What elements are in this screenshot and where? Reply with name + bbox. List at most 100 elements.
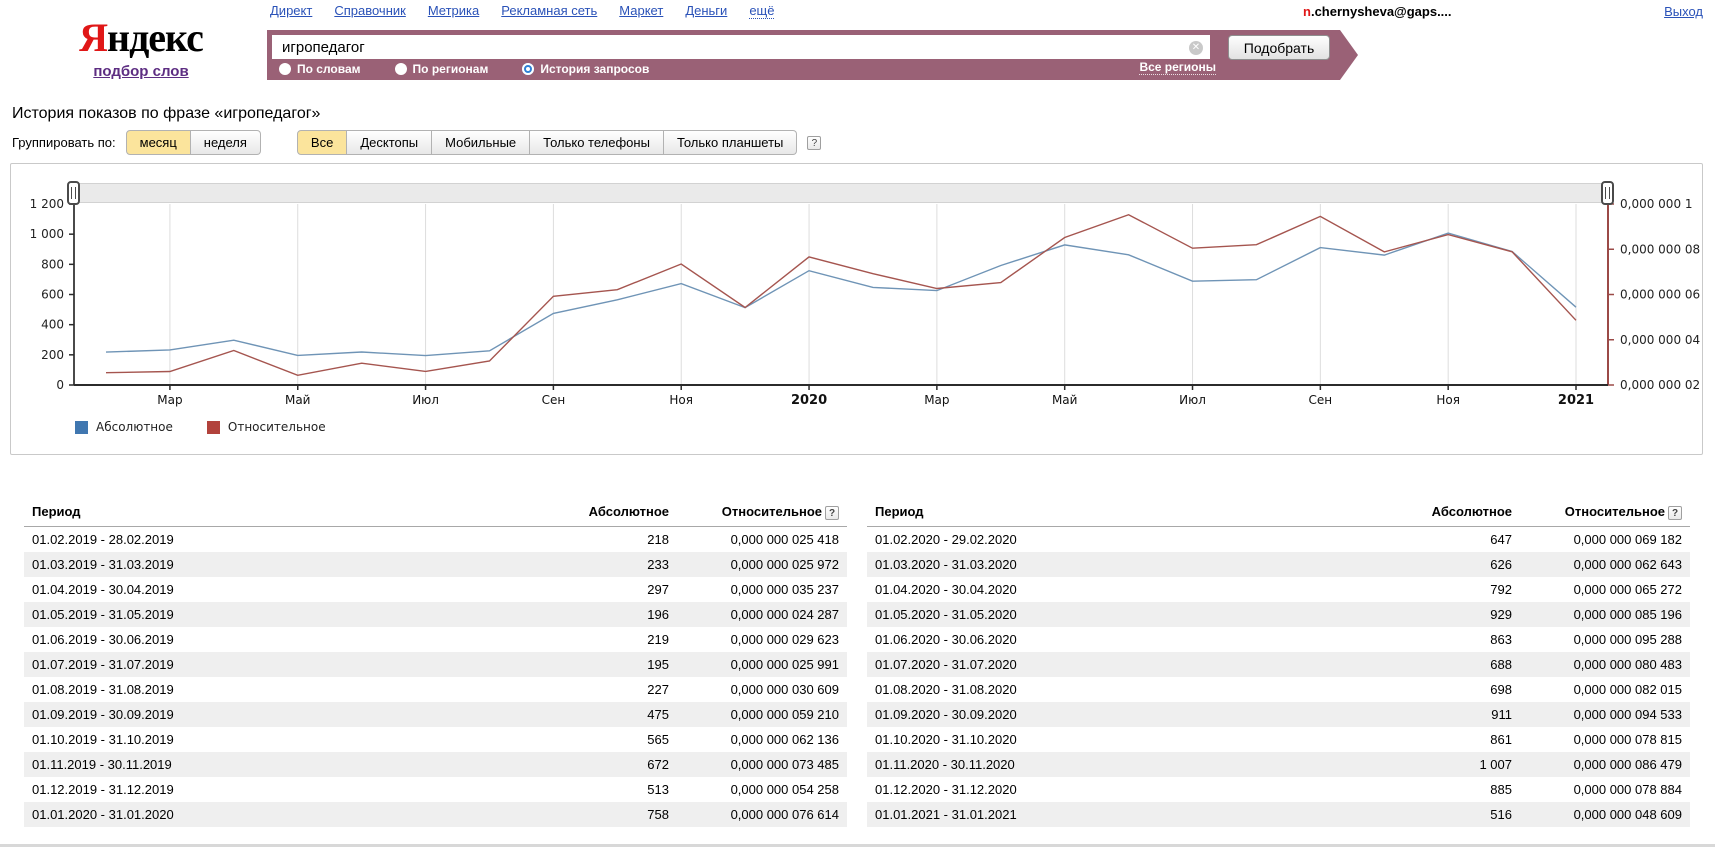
cell-period: 01.06.2020 - 30.06.2020 — [875, 631, 1017, 647]
search-mode-3[interactable]: История запросов — [522, 62, 649, 76]
right-tick-label: 0,000 000 06 — [1620, 288, 1700, 302]
nav-link-1[interactable]: Директ — [270, 3, 313, 18]
table-row: 01.03.2020 - 31.03.2020 626 0,000 000 062 … — [867, 551, 1690, 577]
left-tick-label: 200 — [41, 348, 64, 362]
cell-period: 01.12.2019 - 31.12.2019 — [32, 781, 174, 797]
search-mode-1[interactable]: По словам — [279, 62, 361, 76]
left-tick-label: 400 — [41, 318, 64, 332]
relative-help-icon[interactable]: ? — [825, 505, 839, 520]
submit-button[interactable]: Подобрать — [1228, 35, 1330, 60]
search-mode-2[interactable]: По регионам — [394, 62, 488, 76]
wordstat-home-link[interactable]: подбор слов — [93, 63, 189, 80]
cell-relative: 0,000 000 025 972 — [730, 556, 839, 572]
cell-absolute: 647 — [1490, 531, 1512, 547]
cell-absolute: 672 — [647, 756, 669, 772]
page-title: История показов по фразе «игропедагог» — [12, 105, 321, 122]
table-header-row: Период Абсолютное Относительное? — [24, 498, 847, 527]
cell-absolute: 513 — [647, 781, 669, 797]
cell-relative: 0,000 000 025 418 — [730, 531, 839, 547]
cell-relative: 0,000 000 035 237 — [730, 581, 839, 597]
x-tick-label: Мар — [157, 393, 182, 407]
x-tick-label: Мар — [924, 393, 949, 407]
device-tab-2[interactable]: Десктопы — [347, 130, 433, 155]
table-row: 01.01.2020 - 31.01.2020 758 0,000 000 076 … — [24, 801, 847, 827]
table-row: 01.08.2020 - 31.08.2020 698 0,000 000 082 … — [867, 677, 1690, 702]
cell-absolute: 863 — [1490, 631, 1512, 647]
table-row: 01.10.2019 - 31.10.2019 565 0,000 000 062 … — [24, 727, 847, 752]
cell-absolute: 758 — [647, 806, 669, 822]
radio-unselected-icon — [394, 63, 407, 75]
controls-bar: Группировать по: месяц неделя Все Десктопы… — [12, 130, 822, 155]
x-tick-label: Май — [1052, 393, 1078, 407]
cell-relative: 0,000 000 048 609 — [1573, 806, 1682, 822]
nav-link-6[interactable]: Деньги — [685, 3, 728, 18]
table-row: 01.04.2020 - 30.04.2020 792 0,000 000 065 … — [867, 577, 1690, 602]
cell-relative: 0,000 000 025 991 — [730, 656, 839, 672]
cell-period: 01.10.2020 - 31.10.2020 — [875, 731, 1017, 747]
cell-period: 01.11.2020 - 30.11.2020 — [875, 756, 1015, 772]
logout-link[interactable]: Выход — [1664, 4, 1703, 19]
nav-link-4[interactable]: Рекламная сеть — [501, 3, 598, 18]
yandex-logo-rest: ндекс — [107, 15, 204, 60]
cell-relative: 0,000 000 078 884 — [1573, 781, 1682, 797]
device-tab-3[interactable]: Мобильные — [432, 130, 531, 155]
group-option-1[interactable]: месяц — [125, 130, 191, 155]
search-mode-label: История запросов — [540, 62, 650, 76]
search-input[interactable] — [272, 35, 1210, 59]
cell-absolute: 218 — [647, 531, 669, 547]
footer-divider — [0, 844, 1715, 847]
cell-absolute: 565 — [647, 731, 669, 747]
group-option-2[interactable]: неделя — [190, 130, 261, 155]
cell-absolute: 219 — [647, 631, 669, 647]
cell-period: 01.05.2019 - 31.05.2019 — [32, 606, 174, 622]
history-tables: Период Абсолютное Относительное? 01.02.2019… — [24, 498, 1690, 827]
cell-relative: 0,000 000 029 623 — [730, 631, 839, 647]
cell-relative: 0,000 000 054 258 — [730, 781, 839, 797]
chart-svg: 0 200 400 600 800 1 000 1 200 0,000 000 02 0,000… — [30, 182, 1700, 408]
nav-link-7[interactable]: ещё — [749, 3, 775, 19]
x-tick-label: Сен — [542, 393, 566, 407]
relative-help-icon[interactable]: ? — [1668, 505, 1682, 520]
table-row: 01.10.2020 - 31.10.2020 861 0,000 000 078 … — [867, 727, 1690, 752]
nav-link-3[interactable]: Метрика — [427, 3, 480, 18]
cell-absolute: 792 — [1490, 581, 1512, 597]
table-row: 01.07.2020 - 31.07.2020 688 0,000 000 080 … — [867, 651, 1690, 677]
table-row: 01.06.2020 - 30.06.2020 863 0,000 000 095 … — [867, 627, 1690, 652]
cell-absolute: 516 — [1490, 806, 1512, 822]
device-tab-4[interactable]: Только телефоны — [530, 130, 664, 155]
table-row: 01.11.2019 - 30.11.2019 672 0,000 000 073 … — [24, 751, 847, 777]
legend-label: Абсолютное — [96, 420, 173, 434]
range-slider-handle-right[interactable] — [1601, 181, 1614, 205]
devices-help-icon[interactable]: ? — [807, 135, 822, 150]
table-row: 01.05.2020 - 31.05.2020 929 0,000 000 085 … — [867, 601, 1690, 627]
top-navigation: Директ Справочник Метрика Рекламная сеть Мар… — [270, 3, 775, 19]
series-line-2 — [105, 213, 1577, 377]
x-tick-label: 2020 — [791, 393, 827, 408]
series-line-1 — [105, 232, 1577, 357]
right-tick-label: 0,000 000 02 — [1620, 378, 1700, 392]
nav-link-5[interactable]: Маркет — [619, 3, 664, 18]
history-table-2019: Период Абсолютное Относительное? 01.02.2019… — [24, 498, 847, 827]
device-tab-1[interactable]: Все — [296, 130, 348, 155]
user-email-rest: .chernysheva@gaps.... — [1310, 4, 1452, 19]
cell-relative: 0,000 000 062 136 — [730, 731, 839, 747]
cell-period: 01.09.2020 - 30.09.2020 — [875, 706, 1017, 722]
radio-selected-icon — [522, 63, 535, 75]
cell-absolute: 1 007 — [1479, 756, 1512, 772]
x-tick-label: Июл — [412, 393, 439, 407]
clear-input-icon[interactable]: ✕ — [1189, 41, 1203, 55]
device-tab-5[interactable]: Только планшеты — [663, 130, 798, 155]
cell-period: 01.02.2020 - 29.02.2020 — [875, 531, 1017, 547]
cell-relative: 0,000 000 080 483 — [1573, 656, 1682, 672]
cell-period: 01.06.2019 - 30.06.2019 — [32, 631, 174, 647]
cell-period: 01.09.2019 - 30.09.2019 — [32, 706, 174, 722]
all-regions-link[interactable]: Все регионы — [1139, 60, 1216, 75]
search-mode-label: По словам — [297, 62, 361, 76]
cell-absolute: 861 — [1490, 731, 1512, 747]
nav-link-2[interactable]: Справочник — [334, 3, 406, 18]
cell-period: 01.05.2020 - 31.05.2020 — [875, 606, 1017, 622]
range-slider-handle-left[interactable] — [67, 181, 80, 205]
chart-legend: Абсолютное Относительное — [75, 420, 326, 434]
legend-swatch-icon — [75, 420, 88, 434]
